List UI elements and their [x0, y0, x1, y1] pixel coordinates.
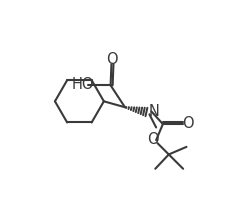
Text: O: O — [107, 52, 118, 67]
Text: O: O — [182, 116, 194, 131]
Text: O: O — [147, 132, 159, 147]
Text: N: N — [148, 104, 160, 119]
Text: HO: HO — [72, 77, 94, 92]
